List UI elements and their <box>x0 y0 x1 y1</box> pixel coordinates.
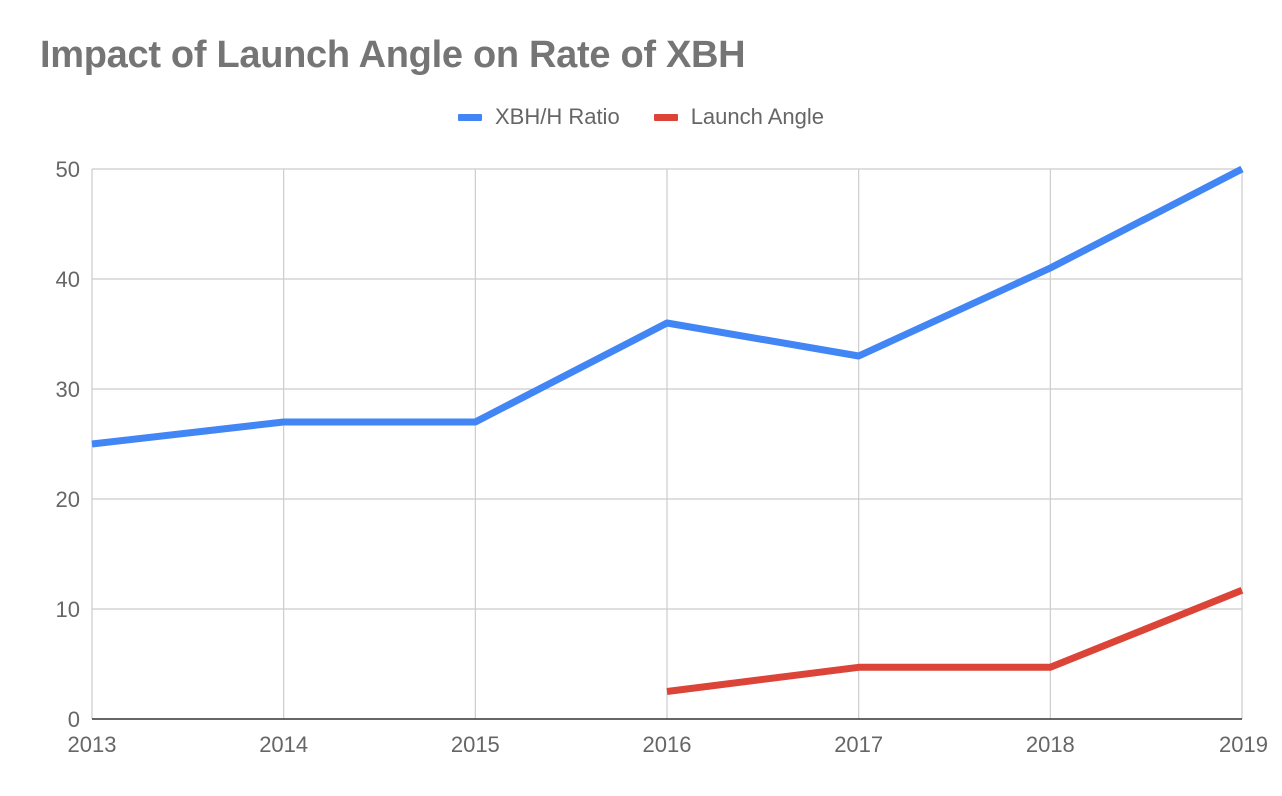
x-tick-label-2019: 2019 <box>1219 732 1268 757</box>
legend-item-launch-angle[interactable]: Launch Angle <box>653 104 825 130</box>
chart-legend: XBH/H Ratio Launch Angle <box>0 104 1282 130</box>
y-tick-label-0: 0 <box>68 707 80 732</box>
legend-swatch-launch-angle <box>653 113 678 121</box>
series-line-xbh-h-ratio[interactable] <box>91 165 1244 448</box>
y-tick-label-50: 50 <box>56 157 80 182</box>
x-tick-label-2018: 2018 <box>1026 732 1075 757</box>
y-tick-label-10: 10 <box>56 597 80 622</box>
legend-label-launch-angle: Launch Angle <box>690 104 825 129</box>
y-tick-label-40: 40 <box>56 267 80 292</box>
x-tick-label-2017: 2017 <box>834 732 883 757</box>
legend-item-xbh-ratio[interactable]: XBH/H Ratio <box>457 104 620 130</box>
y-tick-label-20: 20 <box>56 487 80 512</box>
series-lines <box>91 165 1244 695</box>
gridlines <box>91 168 1243 719</box>
series-line-launch-angle[interactable] <box>666 587 1244 695</box>
legend-label-xbh-ratio: XBH/H Ratio <box>494 104 620 129</box>
chart-title: Impact of Launch Angle on Rate of XBH <box>40 34 746 76</box>
x-tick-label-2016: 2016 <box>643 732 692 757</box>
x-tick-label-2013: 2013 <box>68 732 117 757</box>
y-tick-label-30: 30 <box>56 377 80 402</box>
legend-swatch-xbh-ratio <box>457 113 482 121</box>
tick-labels: 0 10 20 30 40 50 2013 2014 2015 2016 2017 2018 2019 <box>56 157 1268 757</box>
x-tick-label-2014: 2014 <box>259 732 308 757</box>
x-tick-label-2015: 2015 <box>451 732 500 757</box>
